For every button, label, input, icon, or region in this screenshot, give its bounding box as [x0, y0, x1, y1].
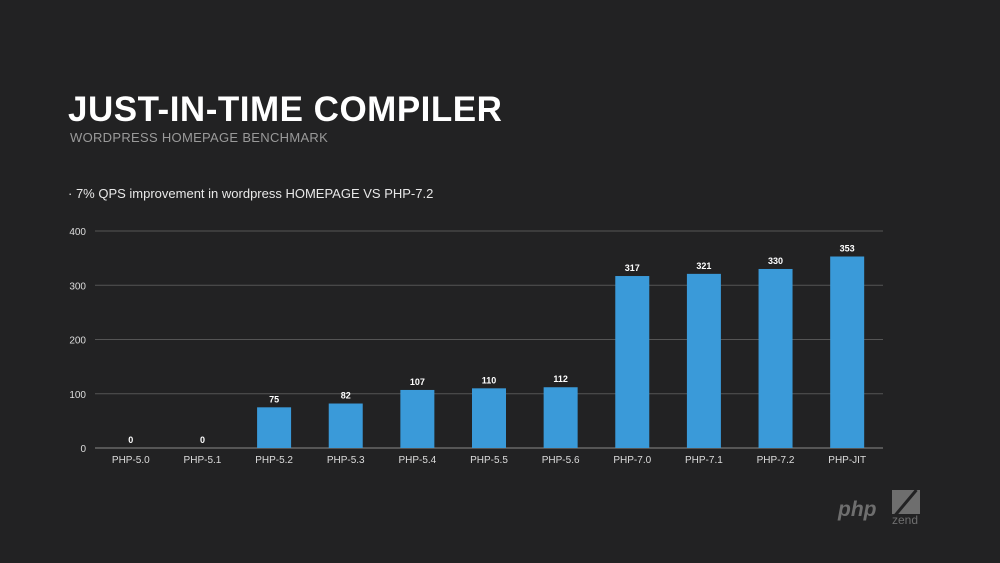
bar — [758, 268, 793, 448]
data-label: 110 — [482, 375, 497, 385]
x-tick-label: PHP-JIT — [828, 455, 866, 466]
zend-logo: zend — [892, 490, 922, 527]
data-label: 0 — [128, 435, 133, 445]
y-tick-label: 300 — [69, 281, 86, 292]
data-label: 321 — [696, 261, 711, 271]
bullet-point: · 7% QPS improvement in wordpress HOMEPA… — [68, 186, 434, 201]
data-label: 82 — [341, 391, 351, 401]
bar — [543, 387, 578, 448]
data-label: 112 — [553, 374, 568, 384]
x-tick-label: PHP-5.6 — [542, 455, 580, 466]
php-logo: php — [838, 498, 877, 521]
x-tick-label: PHP-5.0 — [112, 455, 150, 466]
data-labels: 0 0 75 82 107 110 112 317 321 330 353 — [128, 243, 854, 445]
y-tick-label: 100 — [69, 390, 86, 401]
x-tick-label: PHP-5.1 — [184, 455, 222, 466]
bars — [257, 256, 865, 448]
slide-subtitle: WORDPRESS HOMEPAGE BENCHMARK — [70, 130, 329, 145]
data-label: 107 — [410, 377, 425, 387]
logos: php zend — [838, 490, 938, 530]
data-label: 317 — [625, 263, 640, 273]
bar — [400, 389, 435, 448]
slide-title: JUST-IN-TIME COMPILER — [68, 90, 503, 129]
x-tick-label: PHP-7.0 — [613, 455, 651, 466]
bar — [615, 276, 650, 448]
y-tick-label: 0 — [80, 444, 86, 455]
y-tick-label: 200 — [69, 336, 86, 347]
zend-icon — [892, 490, 920, 514]
zend-logo-text: zend — [892, 513, 919, 527]
bar — [472, 388, 506, 448]
bar — [328, 403, 363, 448]
x-tick-label: PHP-7.1 — [685, 455, 723, 466]
x-tick-label: PHP-5.4 — [398, 455, 436, 466]
y-axis-ticks: 0 100 200 300 400 — [69, 227, 86, 455]
data-label: 75 — [269, 394, 279, 404]
x-tick-label: PHP-5.2 — [255, 455, 293, 466]
x-axis-ticks: PHP-5.0 PHP-5.1 PHP-5.2 PHP-5.3 PHP-5.4 PHP-5… — [112, 455, 866, 466]
data-label: 330 — [768, 256, 783, 266]
y-tick-label: 400 — [69, 227, 86, 238]
x-tick-label: PHP-7.2 — [757, 455, 795, 466]
bar — [686, 273, 721, 448]
x-tick-label: PHP-5.5 — [470, 455, 508, 466]
bar — [830, 256, 865, 448]
data-label: 353 — [840, 243, 855, 253]
bar — [257, 407, 292, 448]
data-label: 0 — [200, 435, 205, 445]
x-tick-label: PHP-5.3 — [327, 455, 365, 466]
